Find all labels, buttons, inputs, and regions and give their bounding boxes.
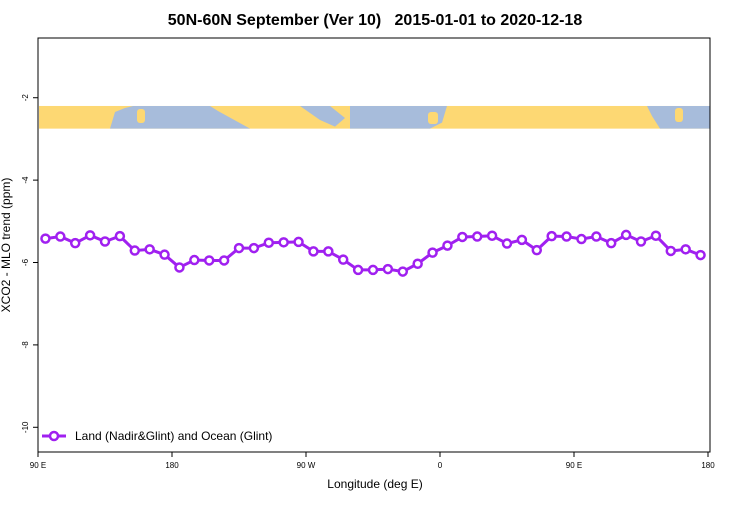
data-point [144,244,155,255]
data-point [263,237,275,248]
y-tick-label: -8 [21,341,30,349]
data-point [84,230,96,241]
data-point [486,230,498,241]
data-point [620,229,632,241]
data-point [471,231,483,242]
data-point [605,237,617,249]
data-point [412,258,423,269]
x-axis-label: Longitude (deg E) [327,477,422,491]
data-point [442,240,453,251]
data-point [427,247,438,258]
data-point [323,246,334,257]
data-point [576,233,587,245]
data-point [189,254,200,266]
land-island [137,108,145,123]
land-island [428,111,438,124]
data-point [457,231,468,243]
plot-frame [37,37,711,453]
data-point [337,254,349,265]
y-tick-label: -10 [21,421,30,433]
ocean-region [350,105,447,129]
data-point [40,233,51,244]
data-point [665,245,677,257]
x-axis: 90 E 180 90 W 0 90 E 180 [30,452,715,470]
legend-marker [48,430,60,442]
data-point [218,255,230,266]
data-point [367,264,379,276]
world-map-strip [39,105,710,129]
data-point [174,262,185,273]
chart-title: 50N-60N September (Ver 10) 2015-01-01 to… [168,12,583,29]
data-point [203,255,215,266]
data-point [382,263,394,275]
data-point [129,245,141,256]
ocean-region [300,105,345,127]
x-tick-label: 0 [438,461,443,470]
y-axis: -2 -4 -6 -8 -10 [21,94,38,433]
data-point [397,266,409,277]
x-tick-label: 90 E [30,461,46,470]
data-point [531,244,543,256]
legend: Land (Nadir&Glint) and Ocean (Glint) [42,429,272,443]
x-tick-label: 180 [701,461,715,470]
data-point [233,242,245,254]
data-point [591,231,602,242]
data-point [278,237,289,248]
y-axis-label: XCO2 - MLO trend (ppm) [0,178,13,313]
data-point [308,246,319,257]
legend-label: Land (Nadir&Glint) and Ocean (Glint) [75,429,272,443]
data-point [635,236,647,247]
data-point [501,238,513,249]
y-tick-label: -6 [21,258,30,266]
data-point [159,249,170,260]
x-tick-label: 90 W [297,461,316,470]
data-point [55,231,66,242]
y-tick-label: -2 [21,94,30,102]
data-point [546,230,557,242]
data-point [650,230,662,241]
data-point [352,264,364,276]
data-point [561,231,572,242]
series-layer [40,229,706,277]
data-point [69,237,81,249]
x-tick-label: 180 [165,461,179,470]
data-point [114,230,126,242]
land-island [675,107,683,122]
data-point [516,234,528,246]
data-point [680,244,691,255]
data-point [293,236,304,248]
data-point [695,249,706,261]
x-tick-label: 90 E [566,461,582,470]
data-point [99,236,111,247]
ocean-region [110,105,250,129]
data-point [248,242,260,254]
y-tick-label: -4 [21,176,30,184]
